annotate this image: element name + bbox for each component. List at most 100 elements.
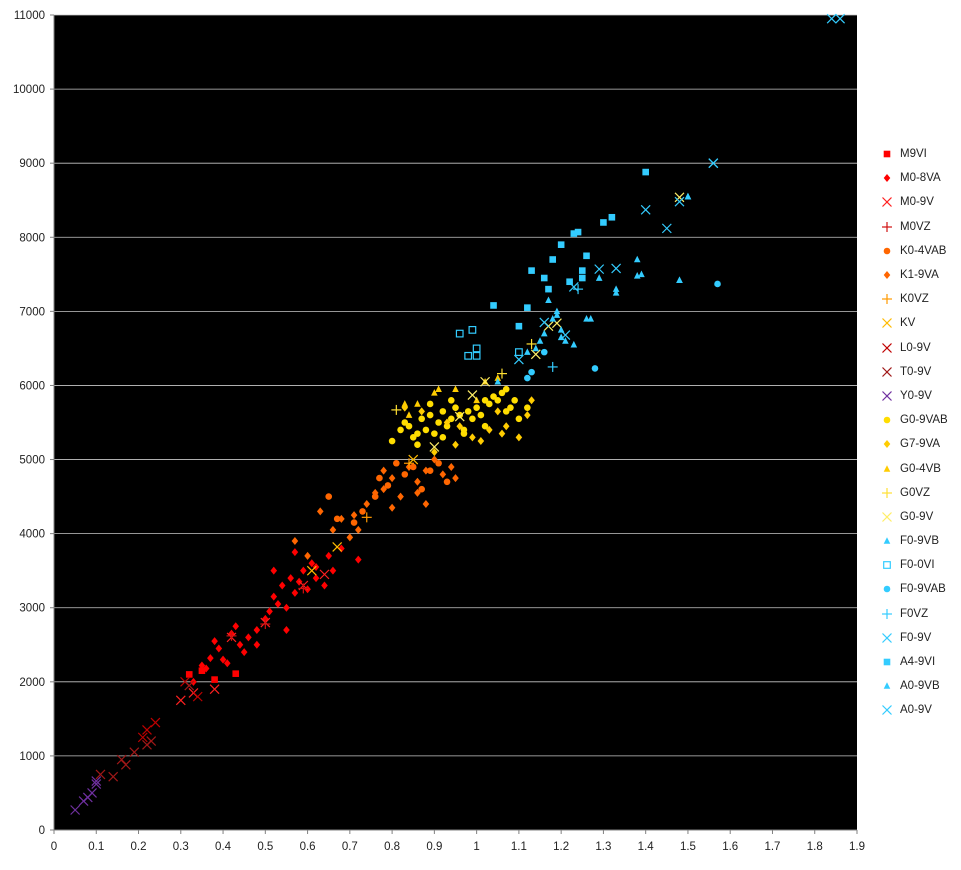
data-point — [477, 437, 485, 446]
data-point — [232, 670, 240, 677]
legend-marker-icon — [882, 511, 892, 522]
data-point — [455, 329, 464, 338]
legend-item: G0-4VB — [880, 456, 960, 480]
data-point — [175, 695, 186, 706]
data-point — [467, 390, 478, 401]
data-point — [333, 515, 341, 523]
data-point — [447, 415, 455, 423]
data-point — [325, 551, 333, 560]
data-point — [454, 411, 465, 422]
x-tick-label: 0 — [51, 841, 57, 853]
legend-marker — [882, 342, 892, 353]
legend-item: M0-9V — [880, 190, 960, 214]
data-point — [376, 474, 383, 482]
legend-item: A0-9V — [880, 698, 960, 722]
x-tick-label: 0.2 — [131, 841, 147, 853]
legend-label: K1-9VA — [900, 269, 939, 282]
data-point — [528, 267, 535, 274]
legend-item: G7-9VA — [880, 432, 960, 456]
legend-marker — [882, 608, 892, 619]
legend-item: G0VZ — [880, 481, 960, 505]
legend-marker-icon — [883, 537, 891, 544]
legend-label: T0-9V — [900, 365, 932, 378]
legend-item: M9VI — [880, 142, 960, 166]
x-tick-label: 0.8 — [384, 841, 400, 853]
data-point — [456, 422, 464, 431]
x-tick-label: 1.9 — [849, 841, 865, 853]
legend-marker — [882, 705, 892, 716]
legend-item: K0VZ — [880, 287, 960, 311]
legend-label: G0-9V — [900, 510, 934, 523]
data-point — [481, 422, 489, 430]
y-tick-label: 11000 — [14, 10, 45, 22]
legend-marker-icon — [883, 586, 891, 593]
data-point — [676, 276, 683, 284]
data-point — [431, 389, 438, 396]
legend-marker — [882, 391, 892, 401]
data-point — [595, 274, 603, 281]
data-point — [640, 204, 651, 215]
data-point — [418, 415, 425, 423]
legend-marker-icon — [883, 464, 891, 472]
data-point — [202, 664, 210, 673]
data-point — [426, 411, 434, 419]
legend-marker-icon — [882, 294, 892, 305]
data-point — [391, 404, 402, 415]
x-tick-label: 0.6 — [300, 841, 316, 853]
legend-marker — [883, 658, 891, 666]
legend-marker — [883, 247, 891, 255]
data-point — [480, 376, 491, 387]
x-tick-label: 0.3 — [173, 841, 189, 853]
y-tick-label: 9000 — [19, 158, 45, 170]
data-point — [435, 419, 442, 426]
legend-item: F0VZ — [880, 602, 960, 626]
legend-item: A0-9VB — [880, 674, 960, 698]
data-point — [388, 503, 396, 512]
data-point — [207, 654, 214, 663]
data-point — [473, 404, 480, 411]
data-point — [240, 648, 248, 657]
data-point — [642, 168, 649, 176]
legend-marker — [883, 682, 891, 690]
x-tick-label: 1.5 — [680, 841, 696, 853]
data-point — [260, 619, 271, 630]
data-point — [524, 374, 531, 382]
data-point — [120, 759, 131, 770]
data-point — [298, 583, 309, 594]
data-point — [211, 676, 218, 683]
data-point — [524, 304, 531, 311]
data-point — [443, 478, 451, 486]
data-point — [570, 230, 578, 237]
legend-marker-icon — [883, 174, 891, 183]
data-point — [674, 196, 685, 207]
data-point — [95, 769, 106, 780]
y-tick-label: 4000 — [19, 529, 45, 541]
data-point — [633, 272, 641, 279]
data-point — [409, 463, 417, 471]
legend-label: G0-4VB — [900, 462, 941, 475]
data-point — [553, 307, 561, 315]
data-point — [371, 488, 379, 497]
legend-label: G7-9VA — [900, 438, 941, 451]
x-tick-label: 1.8 — [807, 841, 823, 853]
legend-item: KV — [880, 311, 960, 335]
data-point — [591, 365, 599, 372]
data-point — [283, 603, 290, 612]
data-point — [397, 426, 404, 434]
data-point — [422, 500, 430, 508]
data-point — [422, 426, 430, 434]
data-point — [526, 338, 537, 349]
data-point — [291, 548, 299, 557]
data-point — [540, 348, 548, 356]
data-point — [583, 314, 590, 322]
data-point — [321, 581, 328, 590]
data-point — [835, 13, 846, 24]
data-point — [494, 374, 502, 381]
data-point — [502, 385, 510, 393]
legend-marker-icon — [882, 632, 892, 643]
legend-marker — [882, 366, 892, 377]
legend-label: L0-9V — [900, 341, 931, 354]
data-point — [460, 430, 468, 437]
data-point — [408, 454, 419, 465]
legend-marker-icon — [883, 440, 891, 449]
